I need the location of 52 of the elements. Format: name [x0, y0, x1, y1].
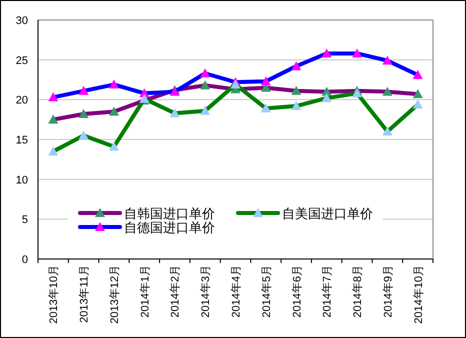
- y-tick-label: 30: [16, 15, 28, 27]
- x-tick-label: 2013年12月: [108, 265, 121, 324]
- x-tick-label: 2014年6月: [291, 265, 304, 318]
- point: [382, 86, 392, 96]
- point: [322, 93, 332, 102]
- legend-label: 自美国进口单价: [282, 206, 373, 221]
- point: [78, 109, 89, 118]
- x-tick-label: 2014年10月: [412, 265, 425, 324]
- legend-label: 自德国进口单价: [124, 220, 215, 235]
- point: [322, 48, 332, 58]
- point: [412, 99, 423, 108]
- y-tick-label: 5: [22, 214, 28, 226]
- x-tick-label: 2014年7月: [322, 265, 334, 318]
- point: [352, 88, 362, 98]
- x-tick-label: 2014年1月: [139, 265, 152, 318]
- point: [48, 146, 58, 156]
- y-tick-label: 25: [16, 54, 28, 67]
- point: [200, 80, 210, 90]
- point: [412, 70, 423, 79]
- point: [412, 89, 423, 98]
- point: [78, 130, 89, 140]
- x-tick-label: 2014年9月: [382, 265, 394, 318]
- point: [78, 86, 89, 95]
- point: [48, 92, 58, 102]
- point: [48, 114, 58, 124]
- point: [200, 68, 210, 78]
- legend-label: 自韩国进口单价: [124, 206, 215, 221]
- x-tick-label: 2014年8月: [352, 265, 364, 318]
- point: [382, 56, 392, 65]
- y-tick-label: 15: [16, 134, 28, 146]
- point: [291, 86, 302, 95]
- point: [291, 61, 302, 70]
- point: [200, 106, 210, 115]
- point: [230, 80, 240, 89]
- x-tick-label: 2014年5月: [260, 265, 273, 318]
- point: [108, 80, 119, 89]
- x-tick-label: 2013年11月: [78, 265, 91, 323]
- point: [382, 126, 392, 136]
- point: [108, 142, 119, 151]
- point: [352, 48, 362, 58]
- y-tick-label: 20: [16, 94, 28, 107]
- point: [260, 76, 271, 86]
- point: [291, 101, 302, 110]
- y-tick-label: 0: [22, 254, 28, 266]
- x-tick-label: 2014年4月: [230, 265, 242, 318]
- x-tick-label: 2014年3月: [200, 265, 212, 318]
- y-tick-label: 10: [16, 174, 28, 186]
- point: [108, 106, 119, 116]
- x-tick-label: 2014年2月: [170, 265, 182, 318]
- point: [170, 108, 180, 118]
- point: [260, 103, 271, 112]
- x-tick-label: 2013年10月: [48, 265, 60, 324]
